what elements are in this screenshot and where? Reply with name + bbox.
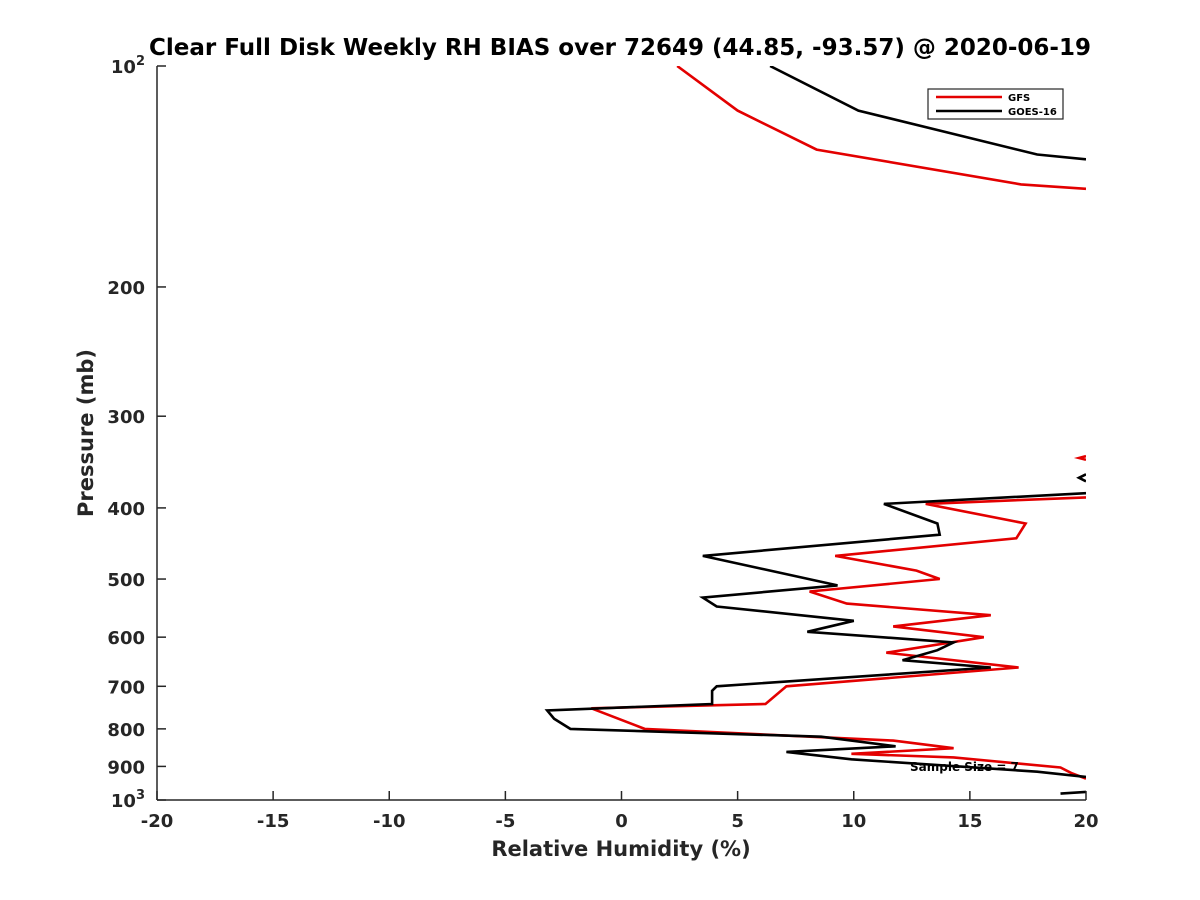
series-line	[1076, 473, 1086, 483]
y-tick-label: 102	[111, 54, 145, 78]
series-line	[590, 496, 1086, 780]
legend-items: GFS GOES-16	[936, 93, 1057, 118]
y-tick-base: 10	[111, 791, 136, 812]
sample-size-annotation: Sample Size = 7	[910, 760, 1019, 774]
series-line	[676, 66, 1086, 191]
series-line	[544, 491, 1086, 779]
x-tick-label: 5	[731, 811, 744, 832]
series-goes-16	[544, 66, 1086, 795]
y-tick-base: 10	[111, 57, 136, 78]
y-tick-label: 900	[107, 757, 145, 778]
y-tick-label: 400	[107, 499, 145, 520]
y-tick-label: 500	[107, 570, 145, 591]
series-line	[1073, 454, 1086, 462]
x-tick-label: -5	[495, 811, 515, 832]
legend-label: GOES-16	[1008, 107, 1057, 118]
legend-box	[927, 88, 1064, 120]
legend: GFS GOES-16	[927, 88, 1064, 120]
series-gfs	[590, 66, 1086, 780]
legend-label: GFS	[1008, 93, 1030, 104]
y-tick-label: 800	[107, 720, 145, 741]
y-tick-label: 700	[107, 677, 145, 698]
y-tick-exponent: 2	[136, 54, 145, 69]
x-tick-label: 10	[841, 811, 866, 832]
series-layer	[544, 66, 1086, 795]
x-axis-label: Relative Humidity (%)	[491, 837, 750, 861]
y-tick-label: 300	[107, 407, 145, 428]
x-tick-label: 15	[957, 811, 982, 832]
y-tick-label: 103	[111, 788, 145, 812]
plot-frame	[157, 66, 1086, 800]
x-tick-label: 20	[1073, 811, 1098, 832]
x-tick-label: 0	[615, 811, 628, 832]
y-axis-label: Pressure (mb)	[74, 349, 98, 517]
x-tick-label: -10	[373, 811, 406, 832]
x-axis-ticks: -20 -15 -10 -5 0 5 10 15 20	[141, 791, 1099, 832]
x-tick-label: -15	[257, 811, 290, 832]
chart-title: Clear Full Disk Weekly RH BIAS over 7264…	[149, 35, 1091, 61]
y-tick-exponent: 3	[136, 788, 145, 803]
x-tick-label: -20	[141, 811, 174, 832]
plot-area: -20 -15 -10 -5 0 5 10 15 20 10220030040050060070…	[107, 54, 1098, 832]
y-tick-label: 200	[107, 278, 145, 299]
series-line	[1060, 790, 1086, 795]
series-line	[769, 66, 1086, 161]
y-tick-label: 600	[107, 628, 145, 649]
